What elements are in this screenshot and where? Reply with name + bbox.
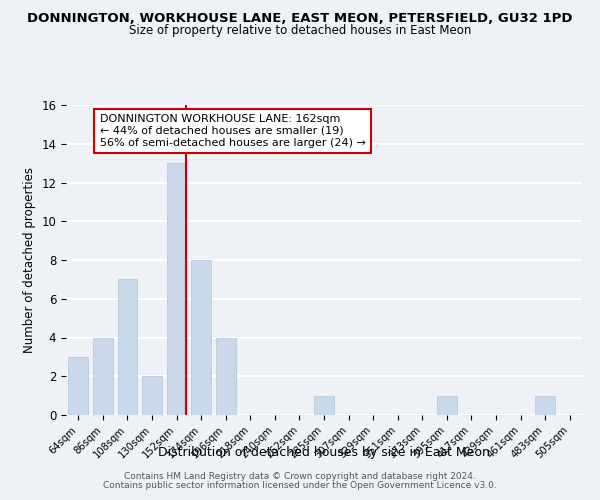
Bar xyxy=(142,376,162,415)
Bar xyxy=(216,338,236,415)
Bar xyxy=(118,280,137,415)
Text: Contains public sector information licensed under the Open Government Licence v3: Contains public sector information licen… xyxy=(103,481,497,490)
Text: DONNINGTON, WORKHOUSE LANE, EAST MEON, PETERSFIELD, GU32 1PD: DONNINGTON, WORKHOUSE LANE, EAST MEON, P… xyxy=(27,12,573,26)
Bar xyxy=(68,357,88,415)
Bar xyxy=(314,396,334,415)
Y-axis label: Number of detached properties: Number of detached properties xyxy=(23,167,36,353)
Text: Distribution of detached houses by size in East Meon: Distribution of detached houses by size … xyxy=(158,446,490,459)
Bar xyxy=(93,338,113,415)
Bar xyxy=(535,396,555,415)
Text: DONNINGTON WORKHOUSE LANE: 162sqm
← 44% of detached houses are smaller (19)
56% : DONNINGTON WORKHOUSE LANE: 162sqm ← 44% … xyxy=(100,114,365,148)
Bar xyxy=(167,163,187,415)
Bar xyxy=(437,396,457,415)
Text: Contains HM Land Registry data © Crown copyright and database right 2024.: Contains HM Land Registry data © Crown c… xyxy=(124,472,476,481)
Text: Size of property relative to detached houses in East Meon: Size of property relative to detached ho… xyxy=(129,24,471,37)
Bar xyxy=(191,260,211,415)
